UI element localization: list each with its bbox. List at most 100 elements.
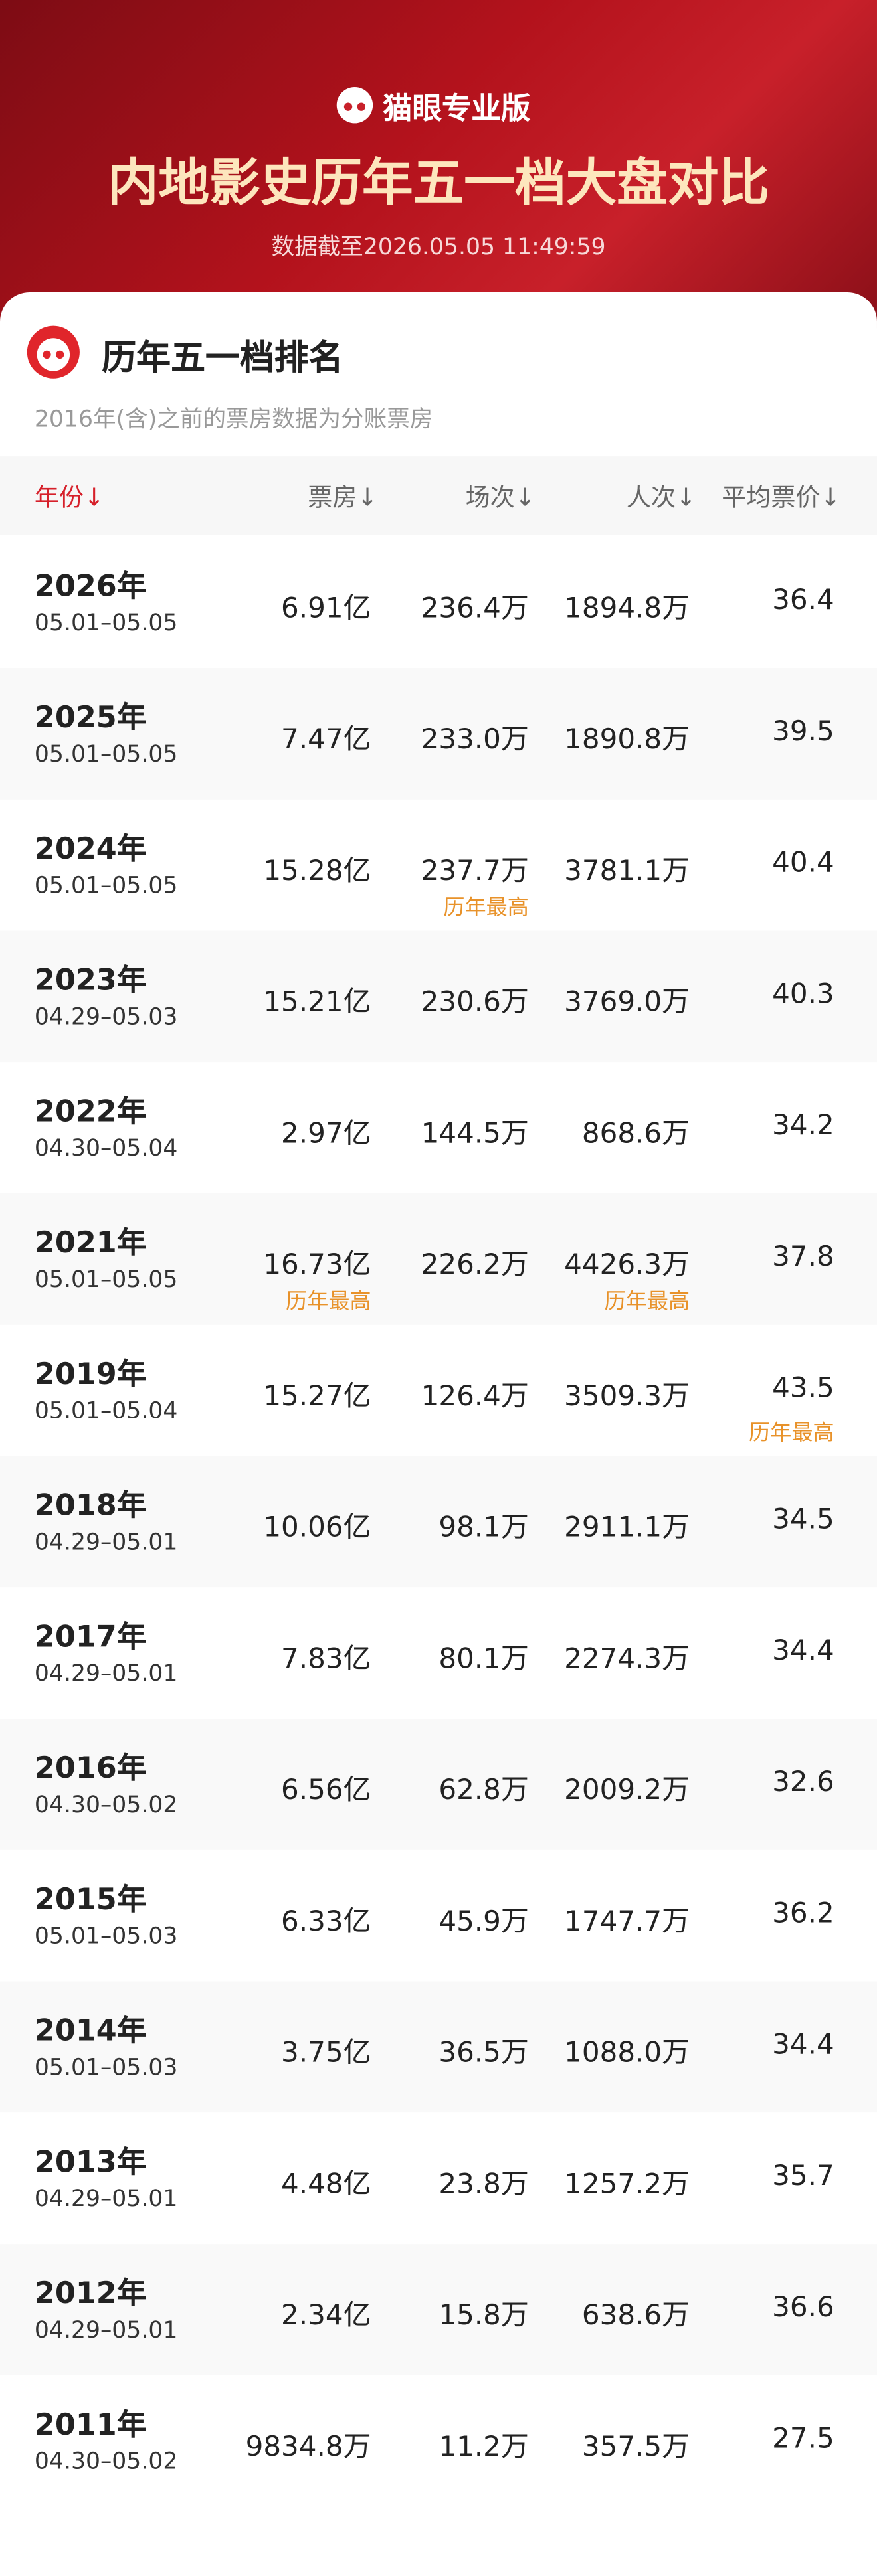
- cell-value: 3.75亿: [281, 2037, 371, 2071]
- section-title: 历年五一档排名: [102, 338, 343, 378]
- cell-value: 36.4: [772, 584, 834, 618]
- cell-value: 237.7万: [421, 855, 529, 889]
- table-row: [0, 1849, 877, 1982]
- column-header[interactable]: 场次↓: [465, 482, 536, 513]
- period: 05.01–05.03: [34, 2055, 178, 2082]
- period: 04.30–05.02: [34, 1792, 178, 1819]
- cell-value: 34.2: [772, 1110, 834, 1143]
- cell-value: 126.4万: [421, 1380, 529, 1414]
- record-badge: 历年最高: [286, 1290, 371, 1315]
- record-badge: 历年最高: [749, 1421, 834, 1446]
- table-row: [0, 1719, 877, 1850]
- record-badge: 历年最高: [604, 1290, 690, 1315]
- cell-value: 16.73亿: [263, 1249, 371, 1282]
- cell-value: 11.2万: [438, 2431, 529, 2464]
- cell-value: 15.28亿: [263, 855, 371, 889]
- table-row: [0, 930, 877, 1063]
- cell-value: 27.5: [772, 2423, 834, 2456]
- cell-value: 34.4: [772, 2029, 834, 2062]
- table-row: [0, 1587, 877, 1719]
- year: 2019年: [34, 1357, 147, 1393]
- table-row: [0, 1456, 877, 1588]
- cell-value: 226.2万: [421, 1249, 529, 1282]
- cell-value: 1890.8万: [564, 724, 690, 757]
- column-header[interactable]: 人次↓: [626, 482, 697, 513]
- period: 05.01–05.05: [34, 742, 178, 768]
- cell-value: 6.91亿: [281, 592, 371, 626]
- period: 04.30–05.04: [34, 1136, 178, 1163]
- cell-value: 7.47亿: [281, 724, 371, 757]
- column-header[interactable]: 平均票价↓: [722, 482, 841, 513]
- cell-value: 3781.1万: [564, 855, 690, 889]
- cell-value: 37.8: [772, 1241, 834, 1274]
- year: 2012年: [34, 2276, 147, 2312]
- section-icon: [27, 325, 80, 379]
- period: 05.01–05.04: [34, 1399, 178, 1425]
- cell-value: 1894.8万: [564, 592, 690, 626]
- year: 2022年: [34, 1094, 147, 1130]
- cell-value: 39.5: [772, 715, 834, 749]
- period: 04.29–05.01: [34, 1661, 178, 1688]
- column-header[interactable]: 票房↓: [308, 482, 378, 513]
- cell-value: 2911.1万: [564, 1511, 690, 1545]
- year: 2021年: [34, 1226, 147, 1261]
- cell-value: 2.97亿: [281, 1118, 371, 1151]
- cell-value: 638.6万: [581, 2300, 690, 2333]
- cell-value: 236.4万: [421, 592, 529, 626]
- cell-value: 40.3: [772, 978, 834, 1011]
- table-header: [0, 456, 877, 535]
- period: 04.29–05.01: [34, 2186, 178, 2213]
- cell-value: 3769.0万: [564, 986, 690, 1020]
- table-row: [0, 799, 877, 931]
- cell-value: 1257.2万: [564, 2168, 690, 2201]
- period: 04.30–05.02: [34, 2449, 178, 2476]
- year: 2026年: [34, 569, 147, 604]
- period: 05.01–05.05: [34, 873, 178, 900]
- table-row: [0, 1193, 877, 1325]
- cell-value: 45.9万: [438, 1905, 529, 1939]
- cell-value: 7.83亿: [281, 1643, 371, 1676]
- table-row: [0, 668, 877, 800]
- cell-value: 34.5: [772, 1503, 834, 1537]
- table-row: [0, 1981, 877, 2113]
- cell-value: 4.48亿: [281, 2168, 371, 2201]
- cell-value: 2274.3万: [564, 1643, 690, 1676]
- cell-value: 1747.7万: [564, 1905, 690, 1939]
- cell-value: 868.6万: [581, 1118, 690, 1151]
- column-header[interactable]: 年份↓: [34, 482, 105, 513]
- year: 2024年: [34, 832, 147, 867]
- header-banner: [0, 0, 877, 329]
- cell-value: 4426.3万: [564, 1249, 690, 1282]
- cell-value: 1088.0万: [564, 2037, 690, 2071]
- cell-value: 3509.3万: [564, 1380, 690, 1414]
- period: 04.29–05.03: [34, 1004, 178, 1031]
- year: 2011年: [34, 2408, 147, 2443]
- period: 05.01–05.05: [34, 1267, 178, 1294]
- cell-value: 15.27亿: [263, 1380, 371, 1414]
- year: 2014年: [34, 2014, 147, 2049]
- cell-value: 6.56亿: [281, 1774, 371, 1808]
- brand-icon: [336, 87, 373, 124]
- cell-value: 62.8万: [438, 1774, 529, 1808]
- cell-value: 144.5万: [421, 1118, 529, 1151]
- cell-value: 34.4: [772, 1635, 834, 1668]
- update-time: 数据截至2026.05.05 11:49:59: [271, 234, 606, 262]
- cell-value: 32.6: [772, 1766, 834, 1800]
- record-badge: 历年最高: [443, 896, 529, 921]
- brand-name: 猫眼专业版: [382, 92, 531, 127]
- period: 04.29–05.01: [34, 1529, 178, 1557]
- cell-value: 357.5万: [581, 2431, 690, 2464]
- table-row: [0, 2375, 877, 2507]
- cell-value: 98.1万: [438, 1511, 529, 1545]
- year: 2025年: [34, 701, 147, 736]
- cell-value: 6.33亿: [281, 1905, 371, 1939]
- cell-value: 23.8万: [438, 2168, 529, 2201]
- year: 2013年: [34, 2145, 147, 2180]
- period: 05.01–05.03: [34, 1924, 178, 1950]
- year: 2018年: [34, 1489, 147, 1523]
- year: 2016年: [34, 1751, 147, 1786]
- cell-value: 2.34亿: [281, 2300, 371, 2333]
- cell-value: 15.21亿: [263, 986, 371, 1020]
- cell-value: 80.1万: [438, 1643, 529, 1676]
